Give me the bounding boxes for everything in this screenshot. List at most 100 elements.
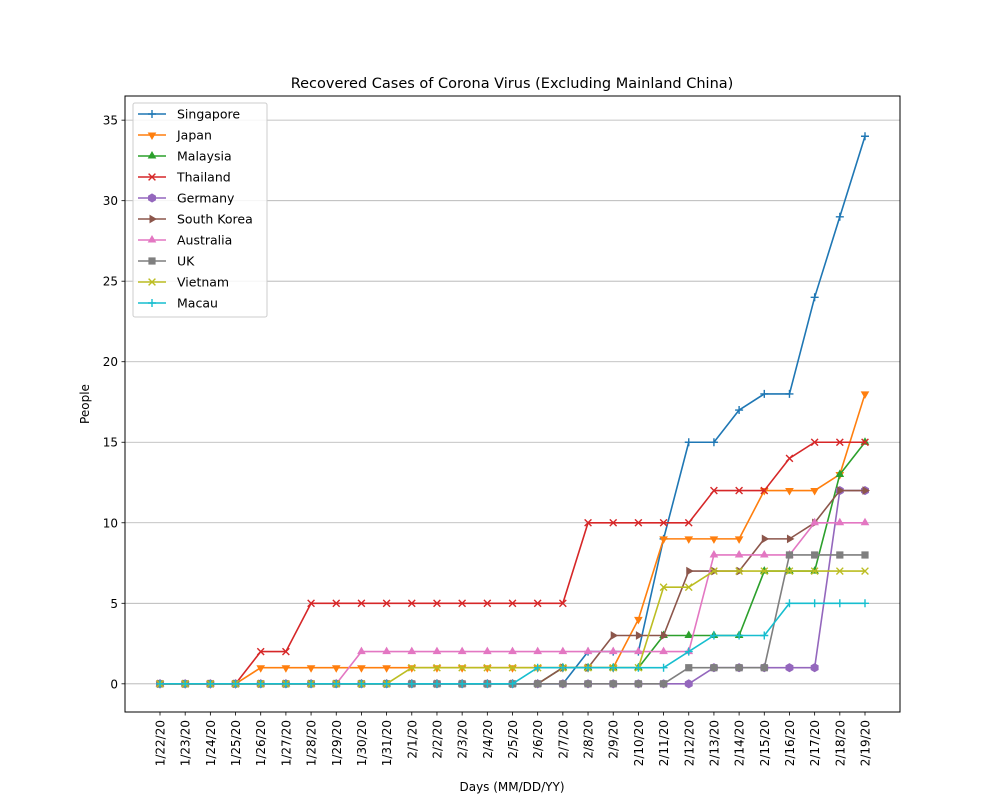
x-tick-label: 2/12/20 xyxy=(682,720,696,766)
data-point xyxy=(482,646,492,655)
legend-entry-macau: Macau xyxy=(138,296,218,311)
x-axis-title: Days (MM/DD/YY) xyxy=(459,780,564,794)
legend-entry-vietnam: Vietnam xyxy=(138,275,229,290)
data-point xyxy=(357,679,366,688)
x-tick-label: 2/1/20 xyxy=(405,720,419,759)
x-tick-label: 2/8/20 xyxy=(582,720,596,759)
data-point xyxy=(810,567,819,575)
data-point xyxy=(382,599,391,608)
chart-title: Recovered Cases of Corona Virus (Excludi… xyxy=(291,76,734,92)
data-point xyxy=(735,631,744,640)
legend-entry-malaysia: Malaysia xyxy=(138,149,232,164)
data-point xyxy=(861,567,869,575)
data-point xyxy=(810,517,819,526)
data-point xyxy=(634,680,642,688)
data-point xyxy=(686,566,694,576)
data-point xyxy=(684,630,694,639)
data-point xyxy=(458,599,467,608)
data-point xyxy=(584,680,592,688)
data-point xyxy=(860,391,870,399)
legend-label: UK xyxy=(177,254,195,269)
data-point xyxy=(432,646,442,655)
x-tick-label: 1/25/20 xyxy=(229,720,243,766)
data-point xyxy=(709,438,718,447)
data-point xyxy=(148,110,156,118)
data-point xyxy=(558,646,568,655)
legend-label: Australia xyxy=(177,233,232,248)
x-tick-label: 1/30/20 xyxy=(355,720,369,766)
data-point xyxy=(785,488,794,496)
y-tick-label: 20 xyxy=(103,355,118,369)
data-point xyxy=(735,664,743,672)
data-point xyxy=(306,665,316,673)
legend-label: Singapore xyxy=(177,107,240,122)
y-tick-label: 25 xyxy=(103,275,118,289)
series-layer xyxy=(155,132,871,689)
legend-label: Thailand xyxy=(176,170,231,185)
x-tick-label: 2/5/20 xyxy=(506,720,520,759)
x-tick-label: 1/31/20 xyxy=(380,720,394,766)
data-point xyxy=(786,534,795,544)
data-point xyxy=(760,389,769,398)
data-point xyxy=(709,631,718,640)
data-point xyxy=(862,486,871,495)
data-point xyxy=(710,486,718,495)
data-point xyxy=(432,679,441,688)
data-point xyxy=(407,663,416,672)
data-point xyxy=(357,665,366,673)
x-tick-label: 2/16/20 xyxy=(783,720,797,766)
data-point xyxy=(734,536,744,544)
data-point xyxy=(181,679,190,688)
data-point xyxy=(508,599,517,608)
data-point xyxy=(433,599,441,608)
data-point xyxy=(332,599,341,608)
legend-entry-singapore: Singapore xyxy=(138,107,240,122)
data-point xyxy=(684,536,694,544)
data-point xyxy=(635,631,644,640)
data-point xyxy=(148,173,156,181)
data-point xyxy=(307,679,316,688)
legend-label: Japan xyxy=(176,128,212,143)
data-point xyxy=(634,518,643,527)
x-axis: 1/22/20 1/23/20 1/24/20 1/25/20 1/26/20 1/27/… xyxy=(154,712,873,766)
data-point xyxy=(256,679,265,688)
x-tick-label: 1/28/20 xyxy=(305,720,319,766)
data-point xyxy=(835,599,844,608)
data-point xyxy=(785,599,794,608)
data-point xyxy=(810,438,819,447)
data-point xyxy=(735,406,744,415)
data-point xyxy=(761,534,770,544)
data-point xyxy=(483,663,492,672)
series-thailand xyxy=(156,438,869,688)
data-point xyxy=(785,454,794,463)
data-point xyxy=(458,663,467,672)
legend-entry-thailand: Thailand xyxy=(138,170,231,185)
data-point xyxy=(684,518,693,527)
data-point xyxy=(583,646,593,655)
data-point xyxy=(382,665,391,673)
legend-entry-south-korea: South Korea xyxy=(138,212,253,227)
x-tick-label: 1/27/20 xyxy=(279,720,293,766)
data-point xyxy=(634,646,643,655)
data-point xyxy=(709,549,719,558)
data-point xyxy=(760,567,769,575)
x-tick-label: 2/3/20 xyxy=(456,720,470,759)
data-point xyxy=(685,664,693,672)
y-axis: 0 5 10 15 20 25 30 35 xyxy=(103,114,125,691)
data-point xyxy=(710,567,718,575)
data-point xyxy=(147,150,157,159)
data-point xyxy=(659,518,668,527)
data-point xyxy=(659,583,668,592)
data-point xyxy=(558,663,567,672)
data-point xyxy=(357,599,366,608)
data-point xyxy=(835,438,844,447)
data-point xyxy=(281,665,291,673)
x-tick-label: 1/22/20 xyxy=(154,720,168,766)
x-tick-label: 2/7/20 xyxy=(556,720,570,759)
legend: Singapore Japan Malaysia Thailand Germany Sou… xyxy=(132,102,268,318)
data-point xyxy=(281,679,290,688)
y-tick-label: 0 xyxy=(110,677,118,691)
x-tick-label: 2/17/20 xyxy=(808,720,822,766)
data-point xyxy=(861,599,869,608)
data-point xyxy=(508,646,517,655)
